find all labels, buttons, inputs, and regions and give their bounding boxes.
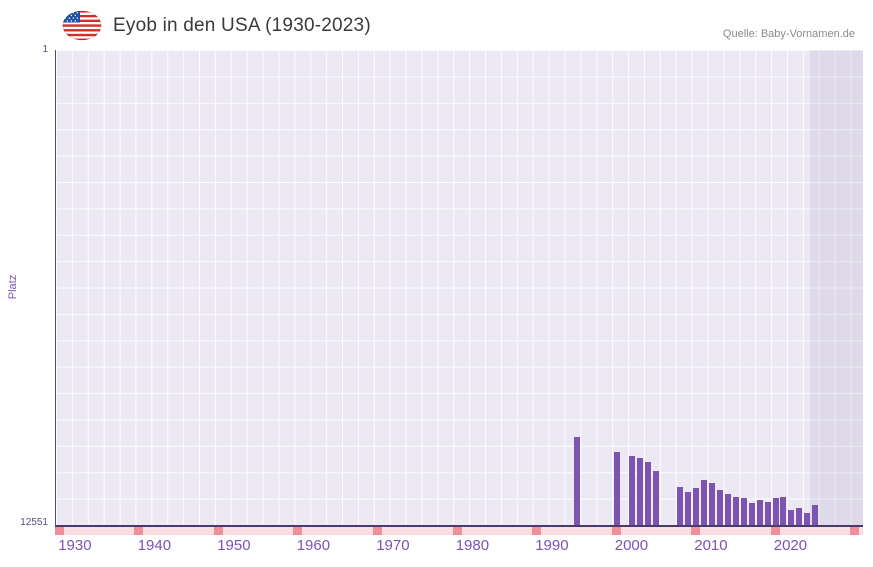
x-tick-1940: 1940 bbox=[137, 537, 172, 554]
strip-mark-1938 bbox=[134, 527, 144, 535]
strip-mark-1958 bbox=[293, 527, 303, 535]
strip-mark-1968 bbox=[373, 527, 382, 535]
strip-mark-2008 bbox=[691, 527, 701, 535]
bar-2006[interactable] bbox=[677, 486, 684, 525]
x-tick-1990: 1990 bbox=[535, 537, 569, 554]
bar-2018[interactable] bbox=[772, 498, 779, 525]
bar-2003[interactable] bbox=[653, 470, 660, 525]
bar-2016[interactable] bbox=[756, 500, 763, 525]
us-flag-icon bbox=[62, 10, 102, 41]
bar-2013[interactable] bbox=[732, 496, 739, 525]
strip-mark-1948 bbox=[213, 527, 223, 535]
x-tick-1960: 1960 bbox=[296, 537, 331, 554]
page-title: Eyob in den USA (1930-2023) bbox=[113, 15, 371, 36]
strip-mark-1998 bbox=[611, 527, 621, 535]
bar-2011[interactable] bbox=[716, 489, 723, 525]
bar-2023[interactable] bbox=[812, 504, 819, 525]
strip-mark-2018 bbox=[770, 527, 780, 535]
bar-2014[interactable] bbox=[740, 498, 747, 525]
x-tick-1950: 1950 bbox=[217, 537, 251, 554]
bar-2015[interactable] bbox=[748, 502, 755, 525]
bar-2002[interactable] bbox=[645, 461, 652, 525]
plot-area bbox=[55, 50, 863, 527]
x-axis: 1930 1940 1950 1960 1970 1980 1990 2000 2010 2020 bbox=[55, 537, 863, 557]
bar-2022[interactable] bbox=[804, 512, 811, 525]
x-tick-1970: 1970 bbox=[376, 537, 410, 554]
x-tick-1930: 1930 bbox=[58, 537, 92, 554]
future-region-shade bbox=[809, 50, 863, 525]
x-tick-2020: 2020 bbox=[773, 537, 808, 554]
y-axis-title: Platz bbox=[7, 274, 19, 300]
bar-2008[interactable] bbox=[693, 487, 700, 525]
bar-2007[interactable] bbox=[685, 491, 692, 525]
strip-mark-2028 bbox=[850, 527, 860, 535]
bar-2012[interactable] bbox=[724, 494, 731, 525]
source-label: Quelle: Baby-Vornamen.de bbox=[722, 28, 855, 40]
strip-mark-1988 bbox=[532, 527, 542, 535]
bar-2017[interactable] bbox=[764, 501, 771, 525]
bar-2001[interactable] bbox=[637, 458, 644, 525]
bar-2000[interactable] bbox=[629, 456, 636, 525]
bar-2020[interactable] bbox=[788, 509, 795, 525]
bar-2009[interactable] bbox=[700, 479, 707, 525]
y-axis-top-label: 1 bbox=[42, 44, 48, 55]
strip-mark-1928 bbox=[54, 527, 64, 535]
x-tick-1980: 1980 bbox=[455, 537, 490, 554]
bar-2019[interactable] bbox=[780, 497, 787, 525]
bar-2010[interactable] bbox=[708, 482, 715, 525]
y-axis-bottom-label: 12551 bbox=[20, 517, 48, 528]
x-tick-2000: 2000 bbox=[614, 537, 649, 554]
bar-2021[interactable] bbox=[796, 508, 803, 525]
missing-data-strip bbox=[54, 527, 863, 535]
bar-1998[interactable] bbox=[613, 451, 620, 525]
x-tick-2010: 2010 bbox=[694, 537, 728, 554]
strip-mark-1978 bbox=[452, 527, 462, 535]
bar-1993[interactable] bbox=[573, 437, 580, 525]
